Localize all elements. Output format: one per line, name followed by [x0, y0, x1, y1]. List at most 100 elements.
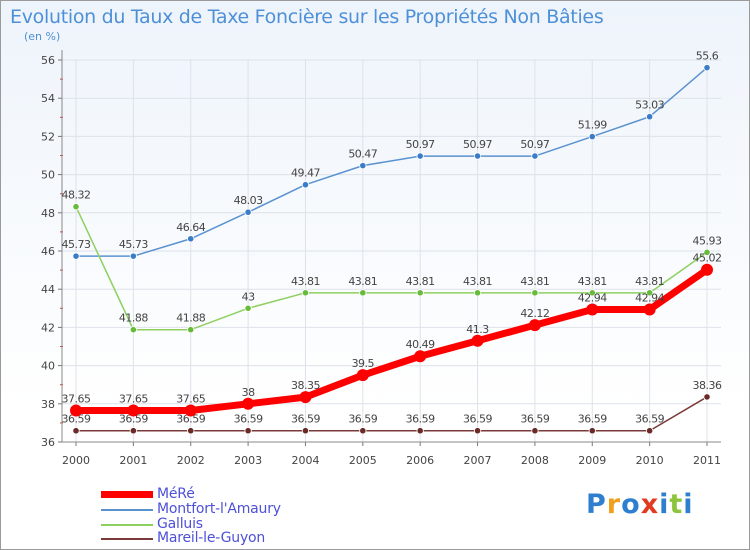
legend-item-galluis: Galluis: [101, 516, 341, 533]
y-tick-label: 36: [41, 436, 55, 449]
logo-letter: x: [640, 489, 660, 520]
data-label-montfort-l-amaury: 45.73: [62, 238, 91, 251]
data-point-galluis: [703, 248, 711, 256]
proxiti-logo: Proxiti: [586, 489, 694, 520]
data-point-montfort-l-amaury: [703, 64, 711, 72]
data-point-mere: [299, 391, 312, 404]
y-tick-label: 42: [41, 321, 55, 334]
legend-swatch-mareil-le-guyon: [101, 538, 153, 540]
data-label-mareil-le-guyon: 36.59: [62, 413, 91, 426]
data-point-mere: [643, 303, 656, 316]
data-label-mareil-le-guyon: 36.59: [348, 413, 377, 426]
data-label-montfort-l-amaury: 50.97: [463, 138, 492, 151]
x-tick-label: 2010: [636, 454, 664, 467]
x-tick-label: 2002: [177, 454, 205, 467]
data-label-montfort-l-amaury: 46.64: [176, 221, 205, 234]
logo-letter: P: [586, 489, 607, 520]
data-point-mareil-le-guyon: [187, 427, 195, 435]
x-tick-label: 2004: [291, 454, 319, 467]
data-label-mere: 38.35: [291, 379, 320, 392]
data-label-mere: 42.12: [520, 307, 549, 320]
data-label-montfort-l-amaury: 50.97: [406, 138, 435, 151]
data-label-mareil-le-guyon: 36.59: [119, 413, 148, 426]
data-point-galluis: [187, 326, 195, 334]
data-label-mareil-le-guyon: 36.59: [406, 413, 435, 426]
data-point-galluis: [359, 289, 367, 297]
data-label-montfort-l-amaury: 45.73: [119, 238, 148, 251]
logo-letter: i: [659, 489, 670, 520]
data-point-mere: [127, 404, 140, 417]
logo-letter: r: [606, 489, 622, 520]
data-point-mere: [586, 303, 599, 316]
data-label-galluis: 41.88: [119, 312, 148, 325]
data-label-galluis: 45.93: [693, 234, 722, 247]
x-tick-label: 2005: [349, 454, 377, 467]
data-point-montfort-l-amaury: [244, 208, 252, 216]
data-point-mere: [356, 369, 369, 382]
data-label-galluis: 48.32: [62, 189, 91, 202]
data-point-mareil-le-guyon: [646, 427, 654, 435]
data-label-mareil-le-guyon: 36.59: [291, 413, 320, 426]
legend-swatch-galluis: [101, 524, 153, 526]
data-label-montfort-l-amaury: 49.47: [291, 167, 320, 180]
data-label-mere: 37.65: [62, 392, 91, 405]
legend-item-mareil-le-guyon: Mareil-le-Guyon: [101, 530, 341, 547]
x-tick-label: 2003: [234, 454, 262, 467]
data-point-mere: [528, 319, 541, 332]
data-label-mere: 39.5: [352, 357, 375, 370]
legend-label-montfort-l-amaury: Montfort-l'Amaury: [157, 501, 281, 517]
data-label-galluis: 43.81: [520, 275, 549, 288]
data-point-mere: [70, 404, 82, 417]
data-point-montfort-l-amaury: [588, 132, 596, 141]
logo-letter: i: [683, 489, 694, 520]
data-point-galluis: [301, 289, 310, 297]
data-label-mareil-le-guyon: 36.59: [520, 413, 549, 426]
data-label-galluis: 43.81: [463, 275, 492, 288]
data-label-mareil-le-guyon: 36.59: [234, 413, 263, 426]
y-tick-label: 56: [41, 54, 55, 67]
legend-label-mareil-le-guyon: Mareil-le-Guyon: [157, 530, 266, 546]
data-point-mareil-le-guyon: [72, 427, 80, 435]
data-label-galluis: 43.81: [291, 275, 320, 288]
data-label-montfort-l-amaury: 50.97: [520, 138, 549, 151]
data-label-galluis: 43: [242, 290, 255, 303]
y-tick-label: 52: [41, 130, 55, 143]
data-point-galluis: [646, 289, 654, 297]
data-point-mareil-le-guyon: [129, 427, 137, 435]
data-label-galluis: 43.81: [635, 275, 664, 288]
chart-title: Evolution du Taux de Taxe Foncière sur l…: [10, 6, 604, 28]
data-point-galluis: [129, 326, 137, 334]
data-label-mere: 45.02: [693, 252, 722, 265]
logo-letter: o: [621, 489, 641, 520]
legend-swatch-montfort-l-amaury: [101, 509, 153, 511]
data-point-montfort-l-amaury: [129, 252, 137, 260]
data-point-galluis: [244, 304, 252, 312]
data-point-mere: [184, 404, 197, 417]
legend-item-mere: MéRé: [101, 486, 341, 503]
data-point-montfort-l-amaury: [359, 162, 367, 170]
data-label-mere: 42.94: [635, 291, 664, 304]
data-label-montfort-l-amaury: 51.99: [578, 119, 607, 132]
data-label-montfort-l-amaury: 50.47: [348, 148, 377, 161]
legend-item-montfort-l-amaury: Montfort-l'Amaury: [101, 501, 341, 518]
data-point-mere: [414, 350, 427, 363]
x-tick-label: 2001: [119, 454, 147, 467]
data-label-galluis: 41.88: [176, 312, 205, 325]
logo-letter: t: [669, 489, 684, 520]
data-label-mareil-le-guyon: 36.59: [463, 413, 492, 426]
data-point-mareil-le-guyon: [588, 427, 596, 435]
data-label-mere: 40.49: [406, 338, 435, 351]
series-line-galluis: [75, 205, 708, 331]
data-label-mareil-le-guyon: 38.36: [693, 379, 722, 392]
y-tick-label: 38: [41, 398, 55, 411]
data-point-montfort-l-amaury: [473, 152, 482, 160]
data-point-galluis: [473, 289, 482, 297]
data-label-mareil-le-guyon: 36.59: [578, 413, 607, 426]
data-point-montfort-l-amaury: [301, 181, 310, 189]
data-label-mere: 37.65: [176, 392, 205, 405]
data-point-montfort-l-amaury: [187, 235, 195, 243]
data-point-galluis: [588, 289, 596, 297]
data-label-galluis: 43.81: [406, 275, 435, 288]
data-point-mareil-le-guyon: [244, 427, 252, 435]
